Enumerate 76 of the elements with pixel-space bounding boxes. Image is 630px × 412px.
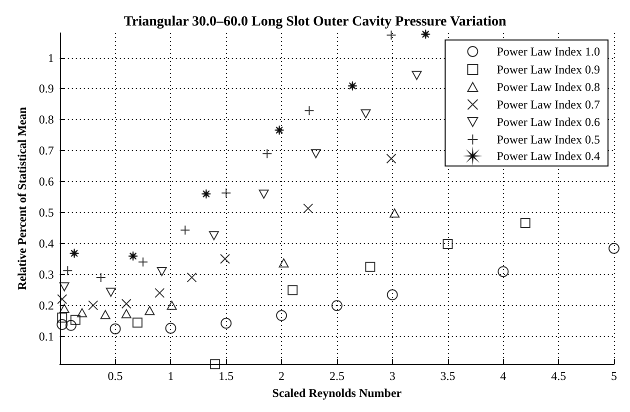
point: [59, 304, 70, 313]
y-tick-label: 0.8: [38, 112, 54, 127]
point: [360, 109, 371, 118]
point: [56, 319, 68, 330]
point: [288, 285, 298, 296]
point: [220, 254, 230, 264]
point: [274, 125, 284, 136]
point: [69, 248, 80, 258]
point: [88, 300, 98, 310]
point: [365, 262, 376, 272]
point: [121, 298, 132, 309]
point: [420, 29, 431, 40]
point: [65, 320, 76, 331]
legend-label: Power Law Index 0.7: [496, 98, 600, 112]
point: [331, 300, 342, 312]
x-tick-label: 4.5: [551, 369, 566, 384]
x-tick-label: 3.5: [440, 369, 456, 384]
point: [132, 318, 142, 328]
y-tick-label: 0.5: [38, 205, 54, 220]
point: [386, 289, 398, 300]
y-tick-label: 0.1: [38, 329, 54, 344]
x-tick-label: 4: [500, 369, 506, 384]
x-tick-label: 2: [278, 369, 285, 384]
point: [166, 300, 177, 310]
x-tick-label: 5: [611, 369, 617, 384]
point: [100, 310, 110, 320]
point: [608, 242, 620, 254]
point: [201, 188, 212, 199]
legend-label: Power Law Index 1.0: [496, 44, 600, 58]
point: [276, 310, 288, 322]
point: [77, 308, 88, 318]
legend-label: Power Law Index 0.9: [496, 62, 600, 76]
point: [57, 294, 68, 304]
point: [310, 149, 321, 158]
legend-label: Power Law Index 0.8: [496, 80, 600, 94]
x-axis-title: Scaled Reynolds Number: [272, 386, 402, 400]
point: [110, 323, 121, 334]
x-tick-label: 3: [389, 369, 396, 384]
point: [59, 282, 70, 292]
point: [154, 288, 165, 298]
legend-label: Power Law Index 0.6: [496, 115, 600, 129]
x-tick-label: 2.5: [329, 369, 344, 384]
legend-label: Power Law Index 0.4: [496, 149, 600, 163]
point: [210, 359, 220, 370]
point: [220, 318, 232, 329]
point: [57, 312, 68, 323]
point: [498, 266, 509, 278]
point: [258, 190, 269, 199]
y-tick-label: 0.9: [38, 82, 54, 96]
point: [520, 218, 530, 228]
y-tick-label: 0.6: [38, 174, 54, 189]
point: [303, 203, 314, 214]
point: [186, 272, 197, 282]
point: [208, 231, 219, 240]
x-tick-label: 1.5: [218, 369, 234, 384]
x-tick-label: 1: [168, 369, 174, 384]
point: [412, 70, 422, 80]
y-tick-label: 0.4: [38, 236, 54, 250]
point: [386, 154, 396, 164]
point: [144, 306, 155, 316]
point: [442, 239, 453, 250]
y-axis-title: Relative Percent of Statistical Mean: [15, 106, 29, 290]
point: [70, 314, 80, 325]
y-tick-label: 0.3: [38, 267, 54, 282]
y-tick-label: 0.2: [38, 298, 54, 312]
point: [121, 309, 132, 318]
point: [106, 288, 116, 297]
y-tick-label: 1: [48, 50, 54, 65]
y-tick-label: 0.7: [38, 144, 54, 158]
point: [156, 267, 167, 276]
chart-title: Triangular 30.0–60.0 Long Slot Outer Cavity Pressure Variation: [124, 14, 506, 30]
x-tick-label: 0.5: [108, 369, 123, 384]
legend-label: Power Law Index 0.5: [496, 132, 600, 146]
point: [278, 258, 289, 268]
point: [390, 208, 400, 218]
point: [165, 322, 176, 334]
